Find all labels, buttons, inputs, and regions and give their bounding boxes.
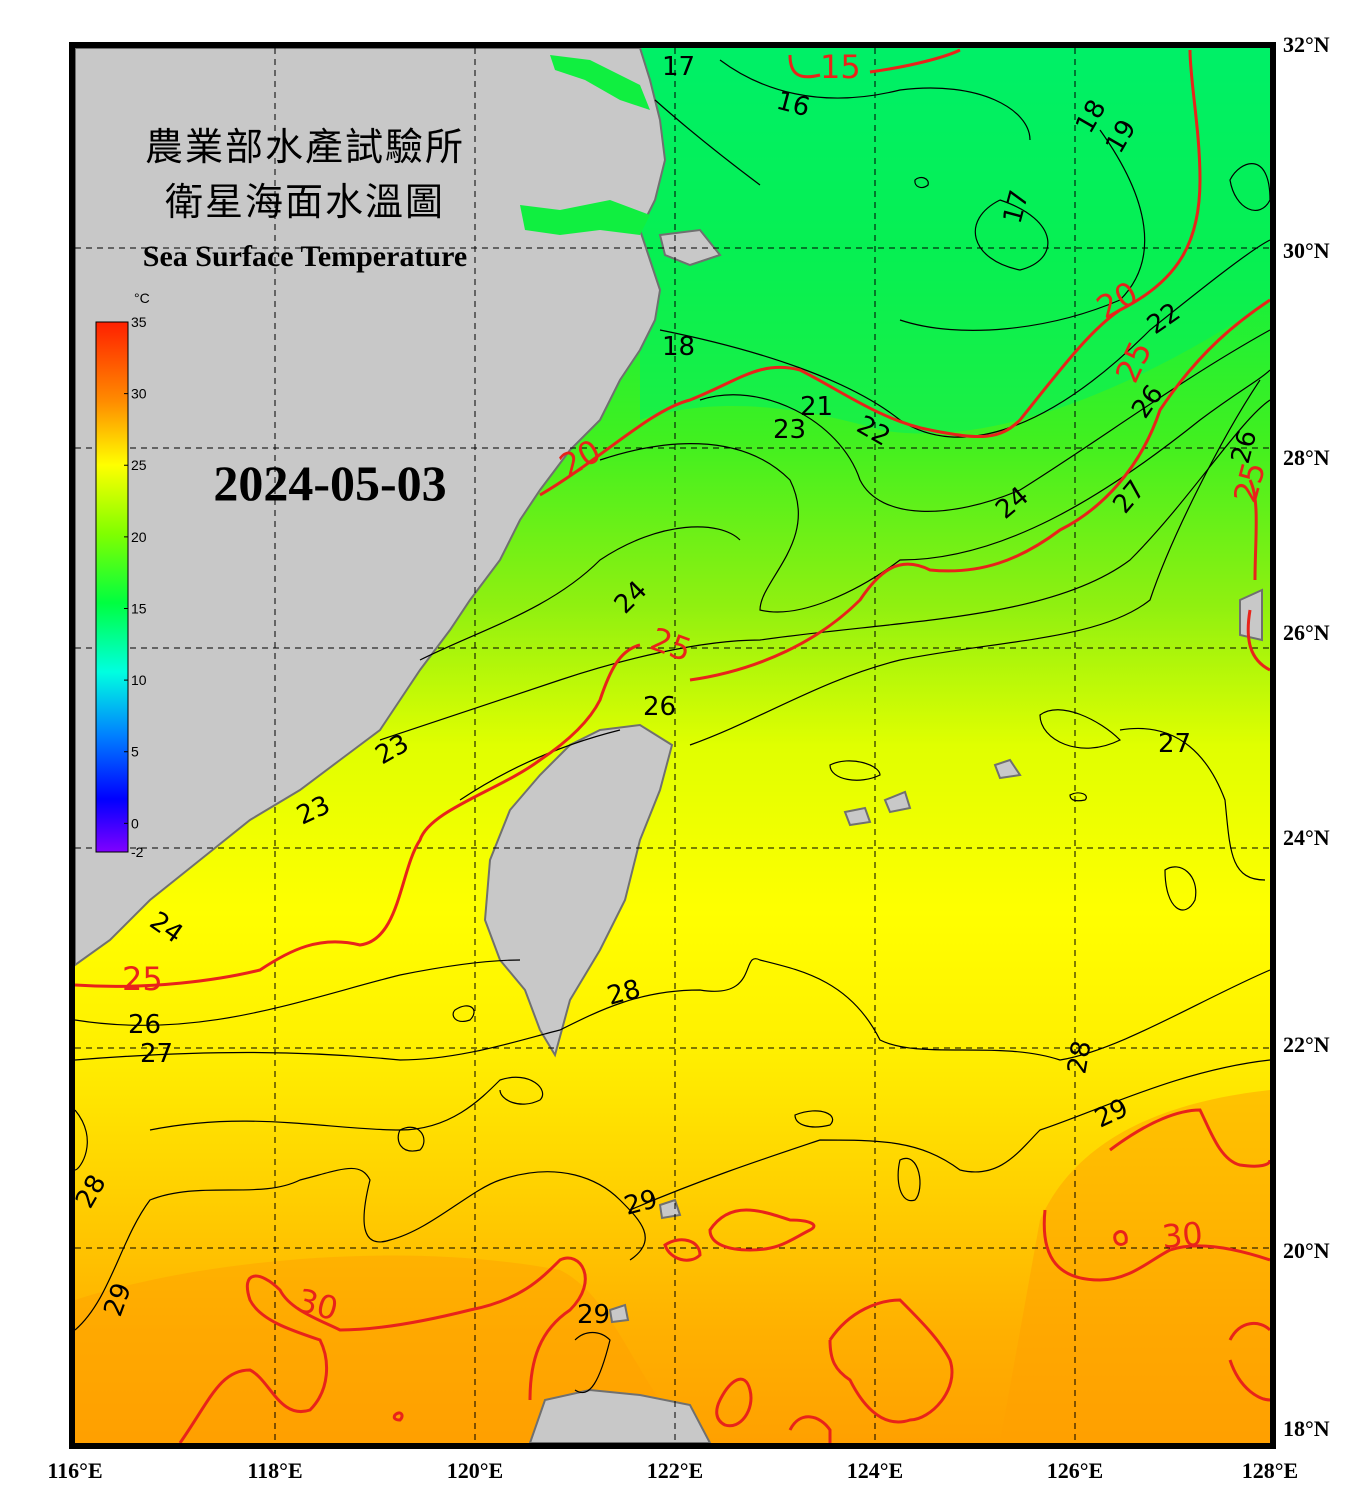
longitude-axis: 116°E 118°E 120°E 122°E 124°E 126°E 128°E (47, 1458, 1298, 1483)
longitude-label: 122°E (647, 1458, 703, 1483)
colorbar-tick-label: 35 (131, 314, 147, 330)
contour-label: 23 (773, 415, 806, 445)
longitude-label: 118°E (247, 1458, 302, 1483)
map-frame (69, 42, 1276, 1449)
latitude-axis: 32°N 30°N 28°N 26°N 24°N 22°N 20°N 18°N (1283, 32, 1330, 1441)
yangtze-mouth (520, 200, 650, 235)
contour-label: 27 (1158, 729, 1191, 759)
cool-patch (640, 48, 1270, 434)
latitude-label: 22°N (1283, 1032, 1330, 1057)
inlet (550, 55, 650, 110)
contour-label-major: 15 (820, 48, 861, 86)
latitude-label: 18°N (1283, 1416, 1330, 1441)
luzon (528, 1388, 712, 1443)
latitude-label: 32°N (1283, 32, 1330, 57)
ryukyu-islands (608, 228, 1263, 1324)
colorbar-tick-label: 20 (131, 529, 147, 545)
colorbar-tick-label: 0 (131, 815, 139, 831)
colorbar-tick-label: 15 (131, 600, 147, 616)
contour-label: 29 (577, 1300, 610, 1330)
warm-patch (1000, 1090, 1270, 1443)
colorbar-tick-label: 30 (131, 386, 147, 402)
colorbar-tick-label: 10 (131, 672, 147, 688)
colorbar-unit: °C (134, 290, 150, 306)
longitude-label: 124°E (847, 1458, 903, 1483)
isotherms-major (75, 48, 1270, 1443)
colorbar-tick-label: -2 (131, 844, 144, 860)
longitude-label: 128°E (1242, 1458, 1298, 1483)
contour-label-major: 25 (122, 960, 163, 998)
date-label: 2024-05-03 (213, 455, 446, 511)
contour-label: 26 (643, 692, 676, 722)
colorbar-tick-label: 5 (131, 744, 139, 760)
latitude-label: 30°N (1283, 238, 1330, 263)
china-mainland (75, 48, 667, 967)
longitude-label: 120°E (447, 1458, 503, 1483)
contour-label: 27 (140, 1039, 173, 1069)
contour-label: 21 (800, 392, 833, 422)
latitude-label: 26°N (1283, 620, 1330, 645)
longitude-label: 116°E (47, 1458, 102, 1483)
contour-label: 18 (662, 332, 695, 362)
contour-label-major: 30 (1160, 1215, 1204, 1256)
latitude-label: 20°N (1283, 1238, 1330, 1263)
colorbar-tick-label: 25 (131, 457, 147, 473)
title-line2: 衛星海面水溫圖 (165, 180, 445, 224)
contour-label: 28 (1062, 1038, 1097, 1076)
contour-label: 26 (128, 1010, 161, 1040)
graticule (75, 48, 1270, 1443)
title-line1: 農業部水產試驗所 (145, 125, 465, 169)
longitude-label: 126°E (1047, 1458, 1103, 1483)
latitude-label: 28°N (1283, 445, 1330, 470)
colorbar: °C 35 30 25 20 15 10 5 0 -2 (95, 290, 150, 860)
latitude-label: 24°N (1283, 825, 1330, 850)
title-english: Sea Surface Temperature (143, 240, 467, 273)
title-block: 農業部水產試驗所 衛星海面水溫圖 Sea Surface Temperature… (143, 125, 467, 511)
warm-patch (75, 1255, 700, 1443)
taiwan (483, 723, 674, 1058)
contour-label: 17 (662, 52, 695, 82)
colorbar-gradient (95, 321, 129, 853)
isotherms-minor (75, 59, 1270, 1394)
